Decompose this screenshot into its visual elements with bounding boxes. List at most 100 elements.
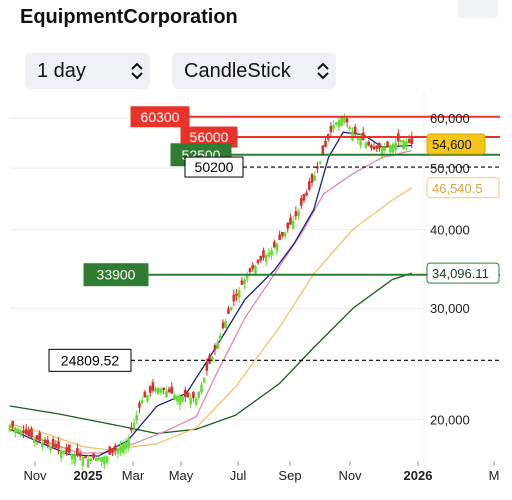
- candle: [151, 379, 155, 393]
- candle: [297, 208, 300, 221]
- candle: [310, 172, 314, 187]
- candle: [399, 139, 403, 146]
- candle: [380, 145, 384, 160]
- candle: [291, 215, 295, 230]
- moving-averages: [9, 131, 413, 457]
- candle: [324, 137, 327, 148]
- candle: [43, 437, 47, 444]
- candle: [210, 355, 214, 363]
- candle: [146, 394, 149, 404]
- candle: [154, 386, 157, 395]
- candle: [286, 222, 290, 233]
- candle: [394, 137, 397, 155]
- candle: [27, 426, 31, 438]
- x-tick-label: Nov: [338, 468, 362, 483]
- svg-text:46,540.5: 46,540.5: [432, 181, 483, 196]
- candle: [375, 145, 379, 153]
- candle: [213, 343, 217, 356]
- candle: [227, 305, 230, 314]
- candle: [405, 137, 408, 151]
- candle: [116, 447, 120, 459]
- candle: [302, 193, 306, 204]
- price-line-label[interactable]: 33900: [83, 263, 149, 287]
- candle: [32, 437, 36, 448]
- interval-select[interactable]: 1 day: [25, 53, 150, 89]
- candle: [97, 455, 101, 461]
- candle: [383, 142, 387, 154]
- candle: [367, 140, 370, 147]
- x-tick-label: Nov: [23, 468, 47, 483]
- svg-text:33900: 33900: [97, 267, 136, 283]
- chevron-updown-icon: [310, 62, 336, 80]
- candle: [259, 255, 263, 263]
- candle: [283, 232, 287, 240]
- x-tick-label: 2026: [404, 468, 433, 483]
- candle: [216, 339, 219, 350]
- candle: [170, 381, 174, 394]
- x-tick-label: Jul: [230, 468, 247, 483]
- candle: [278, 230, 281, 241]
- candle: [345, 116, 349, 128]
- candle: [92, 452, 95, 460]
- candle: [178, 394, 182, 411]
- moving-average-line-ma_mid: [9, 149, 412, 454]
- candle: [186, 390, 190, 399]
- candle: [194, 396, 198, 407]
- candle: [16, 426, 20, 434]
- candle: [57, 436, 60, 455]
- price-line-label[interactable]: 60300: [130, 106, 190, 128]
- candle: [175, 394, 179, 405]
- candle: [256, 259, 260, 265]
- candle: [81, 456, 85, 471]
- svg-text:54,600: 54,600: [432, 137, 472, 152]
- candle: [281, 231, 284, 239]
- corner-tab-button[interactable]: [458, 0, 498, 18]
- moving-average-line-ma_short: [9, 131, 412, 457]
- candle: [100, 457, 103, 467]
- candle: [289, 213, 292, 226]
- candle: [294, 206, 298, 220]
- y-tick-label: 30,000: [430, 301, 470, 316]
- candle: [378, 142, 381, 152]
- candle: [132, 418, 136, 432]
- svg-text:56000: 56000: [190, 129, 229, 145]
- x-axis: Nov 2025 Mar May Jul Sep Nov 2026 M: [23, 461, 499, 483]
- candle: [119, 441, 122, 456]
- candle: [332, 120, 335, 133]
- candle: [361, 127, 365, 141]
- candle: [108, 446, 112, 456]
- candle: [121, 439, 125, 456]
- candle: [246, 271, 249, 283]
- candle: [329, 122, 333, 136]
- price-line-label[interactable]: 24809.52: [48, 348, 132, 372]
- price-line-label[interactable]: 56000: [180, 126, 238, 148]
- x-tick-label: 2025: [74, 468, 103, 483]
- candle: [262, 247, 265, 261]
- candle: [224, 318, 228, 329]
- candle: [140, 396, 144, 405]
- x-tick-label: Sep: [278, 468, 301, 483]
- candle: [105, 454, 109, 465]
- y-tick-label: 60,000: [430, 111, 470, 126]
- y-axis: 60,000 50,000 40,000 30,000 20,000 54,600 46,5…: [426, 111, 500, 427]
- svg-text:34,096.11: 34,096.11: [432, 266, 489, 281]
- candle: [197, 390, 201, 400]
- chart-type-select[interactable]: CandleStick: [172, 53, 336, 89]
- candle: [24, 424, 28, 436]
- candle: [235, 289, 238, 302]
- candle: [173, 392, 176, 401]
- svg-text:50200: 50200: [195, 159, 234, 175]
- candle: [59, 445, 63, 462]
- candle: [14, 426, 17, 438]
- price-line-label[interactable]: 50200: [184, 156, 244, 178]
- candle: [321, 145, 325, 155]
- candle: [73, 451, 77, 466]
- candle: [305, 189, 308, 197]
- candle: [200, 381, 203, 395]
- candle: [162, 387, 166, 395]
- candle: [237, 287, 241, 303]
- candle: [113, 442, 117, 456]
- candle: [68, 444, 71, 456]
- candle: [41, 438, 44, 451]
